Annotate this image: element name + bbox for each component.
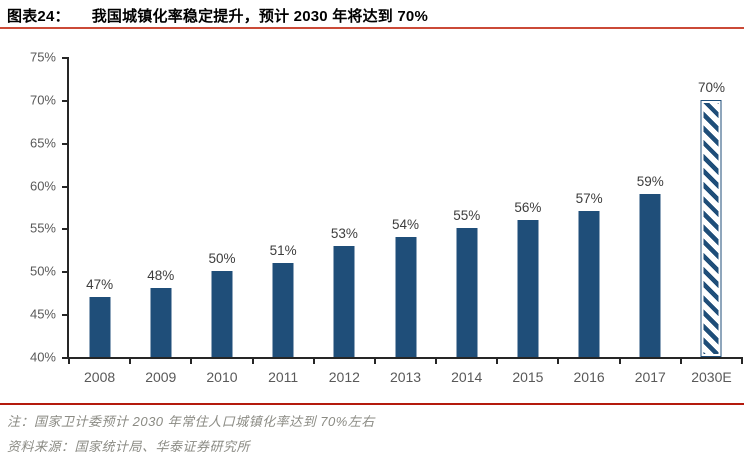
bar-value-label: 51% — [269, 242, 297, 258]
x-axis-tick — [129, 357, 132, 364]
y-axis-tick — [62, 228, 69, 231]
bar-slot: 48% 2009 — [130, 57, 191, 385]
bar-value-label: 55% — [453, 208, 481, 224]
bar-value-label: 59% — [636, 174, 664, 190]
bar-value-label: 70% — [697, 79, 725, 95]
figure-notes: 注：国家卫计委预计 2030 年常住人口城镇化率达到 70%左右 资料来源：国家… — [7, 409, 737, 459]
bar — [333, 245, 355, 357]
bar-slot: 53% 2012 — [314, 57, 375, 385]
x-axis-tick — [373, 357, 376, 364]
bar-slot: 51% 2011 — [253, 57, 314, 385]
bar — [211, 271, 233, 357]
y-axis-tick — [62, 357, 69, 359]
title-underline-rule — [0, 27, 744, 29]
plot-area: 47% 2008 48% 2009 50% 2010 51% 2011 53% 2012 54% 20… — [62, 57, 743, 385]
figure-number: 图表24： — [7, 8, 70, 25]
bar — [395, 237, 417, 357]
bar-hatched-forecast — [700, 99, 722, 357]
bar-slot: 56% 2015 — [497, 57, 558, 385]
y-axis-tick — [62, 57, 69, 59]
x-tick-label: 2009 — [145, 369, 177, 385]
bar-value-label: 47% — [86, 277, 114, 292]
bar-slot: 59% 2017 — [620, 57, 681, 385]
x-axis-tick — [618, 357, 621, 364]
y-tick-label: 65% — [29, 135, 56, 151]
bar-slot: 55% 2014 — [436, 57, 497, 385]
bar-slot: 54% 2013 — [375, 57, 436, 385]
x-tick-label: 2012 — [328, 369, 360, 385]
bar — [578, 211, 600, 357]
y-tick-label: 40% — [29, 349, 56, 365]
x-axis-tick — [68, 357, 70, 364]
bar-slot: 47% 2008 — [69, 57, 130, 385]
y-tick-label: 45% — [29, 306, 56, 322]
x-axis-tick — [251, 357, 254, 364]
x-tick-label: 2017 — [634, 369, 666, 385]
bar-value-label: 48% — [147, 268, 175, 284]
x-axis-tick — [557, 357, 560, 364]
bar — [150, 288, 172, 357]
y-axis-labels: 40% 45% 50% 55% 60% 65% 70% 75% — [0, 50, 56, 365]
bar-slot: 57% 2016 — [559, 57, 620, 385]
figure-title-text: 我国城镇化率稳定提升，预计 2030 年将达到 70% — [91, 8, 428, 25]
bar — [456, 228, 478, 357]
x-tick-label: 2010 — [206, 369, 238, 385]
x-tick-label: 2015 — [512, 369, 544, 385]
x-tick-label: 2030E — [691, 369, 732, 385]
x-tick-label: 2013 — [389, 369, 422, 385]
note-line: 注：国家卫计委预计 2030 年常住人口城镇化率达到 70%左右 — [7, 414, 375, 429]
x-axis-tick — [190, 357, 193, 364]
y-axis-tick — [62, 314, 69, 317]
y-tick-label: 50% — [29, 263, 56, 279]
bar-value-label: 53% — [330, 225, 358, 241]
bar-value-label: 57% — [575, 191, 603, 207]
bar-value-label: 50% — [208, 251, 236, 267]
bar-value-label: 54% — [392, 217, 420, 232]
y-axis-tick — [62, 99, 69, 102]
x-axis-tick — [679, 357, 682, 364]
bar-value-label: 56% — [514, 199, 542, 215]
bar — [89, 297, 111, 357]
y-tick-label: 70% — [29, 92, 56, 108]
x-tick-label: 2016 — [573, 369, 605, 385]
x-tick-label: 2014 — [451, 369, 483, 385]
x-axis-tick — [496, 357, 499, 364]
bar-slot: 70% 2030E — [681, 57, 742, 385]
bar — [639, 194, 661, 357]
y-tick-label: 55% — [29, 220, 56, 236]
y-axis-tick — [62, 142, 69, 145]
x-axis-tick — [312, 357, 315, 364]
x-axis-tick — [435, 357, 438, 364]
x-tick-label: 2008 — [84, 369, 116, 385]
y-axis-tick — [62, 185, 69, 188]
bar-slot: 50% 2010 — [191, 57, 252, 385]
y-axis-tick — [62, 271, 69, 274]
y-tick-label: 75% — [29, 49, 56, 65]
footer-rule — [0, 403, 744, 405]
source-line: 资料来源：国家统计局、华泰证券研究所 — [7, 439, 251, 454]
figure-title: 图表24： 我国城镇化率稳定提升，预计 2030 年将达到 70% — [7, 5, 737, 26]
bar — [517, 219, 539, 357]
x-tick-label: 2011 — [268, 369, 299, 385]
bar — [272, 262, 294, 357]
y-tick-label: 60% — [29, 178, 56, 194]
x-axis-tick — [741, 357, 743, 364]
